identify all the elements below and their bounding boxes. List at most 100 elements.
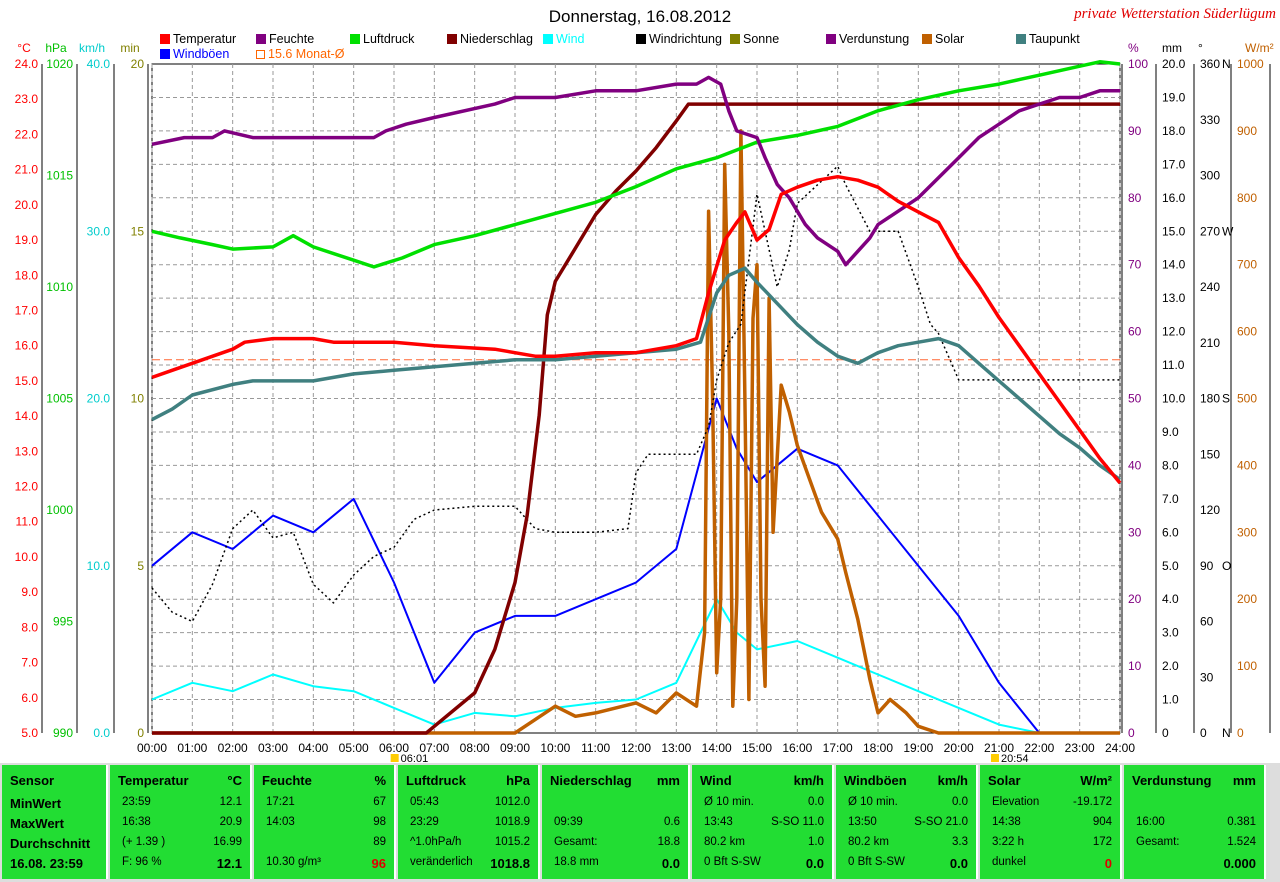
y-tick-label: 40.0: [87, 57, 111, 71]
y-tick-label: 10: [131, 392, 145, 406]
axis-unit: km/h: [79, 41, 105, 55]
stats-cell-value: 1015.2: [494, 836, 530, 848]
y-tick-label: 10.0: [15, 550, 39, 564]
y-tick-label: 0: [1162, 726, 1169, 740]
stats-unit: °C: [227, 773, 242, 788]
y-tick-label: 10: [1128, 659, 1142, 673]
y-tick-label: 13.0: [1162, 291, 1186, 305]
y-tick-label: 240: [1200, 280, 1220, 294]
y-tick-label: 24.0: [15, 57, 39, 71]
y-tick-label: 10.0: [87, 559, 111, 573]
y-tick-label: 1000: [1237, 57, 1264, 71]
y-tick-label: 19.0: [1162, 90, 1186, 104]
stats-cell-label: 80.2 km: [704, 836, 745, 848]
y-tick-label: 16.0: [1162, 191, 1186, 205]
y-tick-label: 0: [1237, 726, 1244, 740]
x-tick-label: 13:00: [661, 741, 691, 755]
x-tick-label: 01:00: [177, 741, 207, 755]
stats-unit: hPa: [506, 773, 530, 788]
y-tick-label: 360: [1200, 57, 1220, 71]
stats-cell-value: 904: [1092, 816, 1112, 828]
y-tick-label: 21.0: [15, 163, 39, 177]
legend-item: Sonne: [730, 32, 779, 46]
y-tick-label: 12.0: [1162, 325, 1186, 339]
y-tick-label: 0.0: [93, 726, 110, 740]
stats-header: Windböen: [844, 773, 907, 788]
stats-cell-value: 0.000: [1223, 856, 1256, 871]
stats-cell-label: 16:38: [122, 816, 151, 828]
y-tick-label: 270: [1200, 224, 1220, 238]
y-tick-label: 13.0: [15, 444, 39, 458]
stats-cell-value: 0.0: [949, 856, 968, 871]
y-tick-label: 23.0: [15, 92, 39, 106]
stats-cell-label: 14:03: [266, 816, 295, 828]
x-tick-label: 10:00: [540, 741, 570, 755]
stats-cell-label: 10.30 g/m³: [266, 856, 321, 868]
stats-cell-label: dunkel: [992, 856, 1026, 868]
stats-cell-value: 3.3: [952, 836, 968, 848]
legend-label: Feuchte: [269, 32, 315, 46]
legend-item: Temperatur: [160, 32, 236, 46]
stats-cell-value: S-SO 11.0: [771, 816, 824, 828]
stats-row-label: MaxWert: [10, 816, 64, 831]
y-tick-label: 1005: [46, 392, 73, 406]
series-line-wind: [151, 598, 1120, 734]
legend-item: Luftdruck: [350, 32, 414, 46]
stats-cell-value: 1.0: [808, 836, 824, 848]
stats-unit: %: [374, 773, 386, 788]
legend-label: 15.6 Monat-Ø: [268, 47, 345, 61]
legend-swatch: [447, 34, 457, 44]
y-tick-label: 700: [1237, 258, 1257, 272]
stats-cell-value: 89: [373, 836, 386, 848]
stats-cell-value: 18.8: [657, 836, 680, 848]
legend-item: Taupunkt: [1016, 32, 1080, 46]
y-tick-label: 90: [1128, 124, 1142, 138]
y-tick-label: 120: [1200, 503, 1220, 517]
stats-cell-value: -19.172: [1072, 796, 1112, 808]
x-tick-label: 02:00: [218, 741, 248, 755]
x-tick-label: 03:00: [258, 741, 288, 755]
legend-item: Niederschlag: [447, 32, 533, 46]
x-tick-label: 00:00: [137, 741, 167, 755]
legend-item: Wind: [543, 32, 584, 46]
x-tick-label: 15:00: [742, 741, 772, 755]
y-tick-label: 15: [131, 224, 145, 238]
stats-cell-value: 12.1: [216, 856, 242, 871]
series-line-windrichtung: [151, 165, 1120, 623]
series-line-luftdruck: [151, 60, 1121, 269]
stats-cell-value: S-SO 21.0: [914, 816, 968, 828]
y-tick-label: 20.0: [15, 198, 39, 212]
y-tick-label: 15.0: [1162, 224, 1186, 238]
stats-header: Verdunstung: [1132, 773, 1212, 788]
stats-header: Solar: [988, 773, 1021, 788]
stats-cell-label: 23:59: [122, 796, 151, 808]
stats-cell-label: Ø 10 min.: [704, 796, 754, 808]
y-tick-label: 30: [1128, 525, 1142, 539]
stats-cell-value: 0.0: [805, 856, 824, 871]
chart-title: Donnerstag, 16.08.2012: [548, 7, 732, 26]
legend-swatch: [256, 50, 265, 59]
y-tick-label: 180: [1200, 392, 1220, 406]
x-tick-label: 07:00: [419, 741, 449, 755]
y-tick-label: 19.0: [15, 233, 39, 247]
y-tick-label: 5.0: [21, 726, 38, 740]
stats-row-label: Durchschnitt: [10, 836, 91, 851]
legend-label: Verdunstung: [839, 32, 910, 46]
legend-label: Sonne: [743, 32, 780, 46]
y-tick-label: 17.0: [1162, 157, 1186, 171]
axis-unit: mm: [1162, 41, 1182, 55]
stats-row-label: 16.08. 23:59: [10, 856, 84, 871]
y-tick-label: 330: [1200, 113, 1220, 127]
legend-item: Feuchte: [256, 32, 314, 46]
x-tick-label: 22:00: [1024, 741, 1054, 755]
sunrise-label: 06:01: [401, 753, 429, 763]
legend-item: Windrichtung: [636, 32, 722, 46]
y-tick-label: 16.0: [15, 339, 39, 353]
stats-cell-value: 67: [373, 796, 386, 808]
stats-cell-value: 0.6: [664, 816, 680, 828]
y-tick-label: 50: [1128, 392, 1142, 406]
legend-swatch: [636, 34, 646, 44]
stats-cell-label: 09:39: [554, 816, 583, 828]
stats-cell-value: 0.0: [952, 796, 968, 808]
legend-label: Taupunkt: [1029, 32, 1080, 46]
